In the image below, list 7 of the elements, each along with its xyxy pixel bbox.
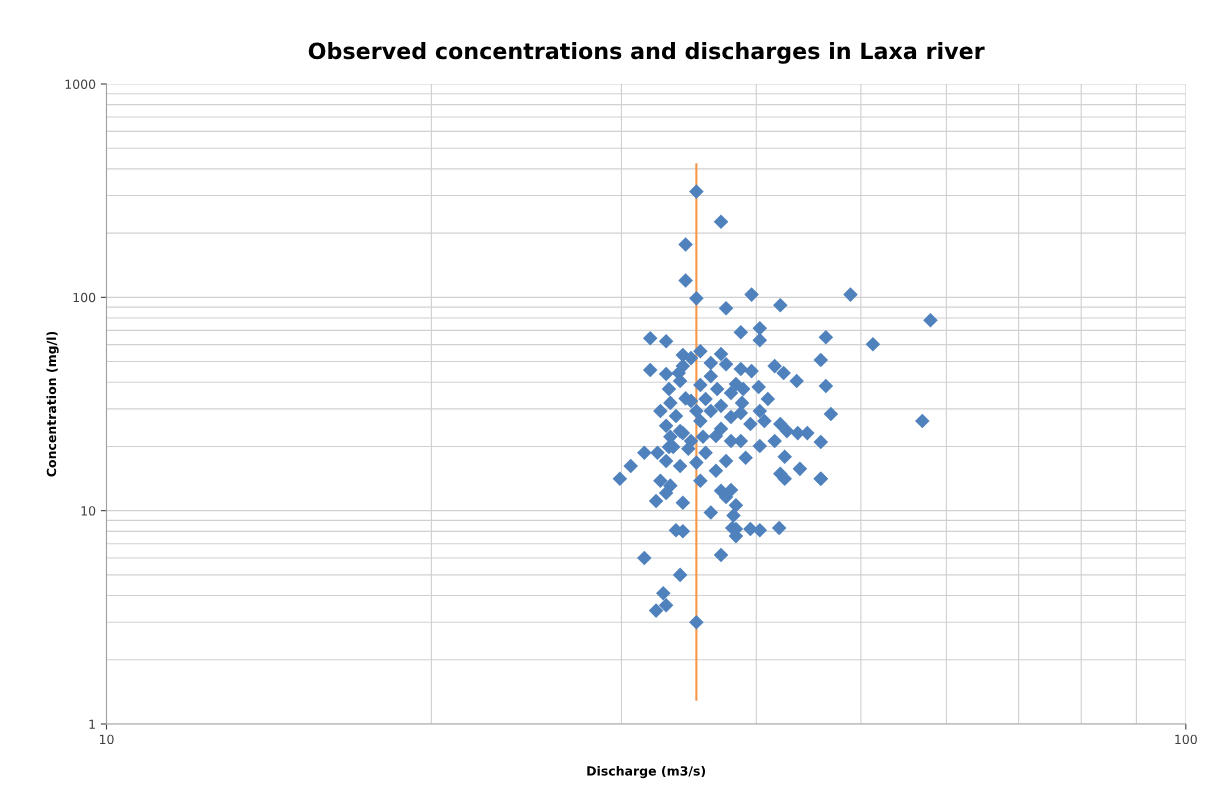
- y-tick-label: 10: [81, 506, 96, 516]
- x-axis-title: Discharge (m3/s): [587, 765, 706, 779]
- y-tick-label: 1000: [65, 79, 96, 89]
- y-tick-label: 1: [89, 719, 95, 729]
- y-tick-label: 100: [73, 292, 96, 303]
- y-axis-title: Concentration (mg/l): [46, 331, 59, 477]
- chart-title: Observed concentrations and discharges in Laxa river: [308, 42, 985, 64]
